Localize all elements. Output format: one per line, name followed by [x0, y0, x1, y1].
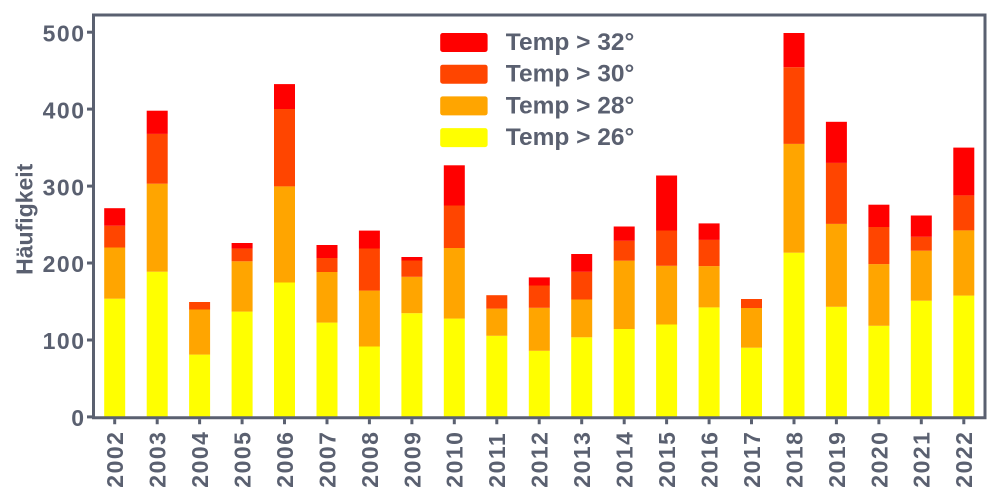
svg-text:2019: 2019: [824, 431, 850, 488]
svg-text:2006: 2006: [272, 431, 298, 488]
svg-text:2005: 2005: [230, 431, 256, 488]
svg-text:Häufigkeit: Häufigkeit: [12, 163, 38, 275]
svg-text:Temp > 26°: Temp > 26°: [506, 124, 635, 151]
svg-text:2016: 2016: [697, 431, 723, 488]
svg-text:2017: 2017: [739, 431, 765, 488]
svg-text:2020: 2020: [866, 431, 892, 488]
svg-text:Temp > 32°: Temp > 32°: [506, 29, 635, 56]
svg-text:2003: 2003: [145, 431, 171, 488]
svg-text:2010: 2010: [442, 431, 468, 488]
svg-text:2004: 2004: [187, 431, 213, 488]
svg-text:Temp > 28°: Temp > 28°: [506, 92, 635, 119]
svg-text:300: 300: [43, 174, 86, 200]
svg-text:2022: 2022: [951, 431, 977, 488]
svg-text:2013: 2013: [569, 431, 595, 488]
svg-text:2015: 2015: [654, 431, 680, 488]
svg-text:500: 500: [43, 20, 86, 46]
svg-text:2014: 2014: [612, 431, 638, 488]
svg-text:2009: 2009: [399, 431, 425, 488]
svg-text:400: 400: [43, 97, 86, 123]
svg-text:2008: 2008: [357, 431, 383, 488]
svg-text:2012: 2012: [527, 431, 553, 488]
svg-text:2011: 2011: [484, 432, 510, 488]
svg-text:200: 200: [43, 251, 86, 277]
svg-text:Temp > 30°: Temp > 30°: [506, 61, 635, 88]
svg-text:2018: 2018: [781, 431, 807, 488]
svg-text:2007: 2007: [314, 431, 340, 488]
svg-text:2002: 2002: [102, 431, 128, 488]
svg-text:2021: 2021: [909, 431, 935, 488]
svg-text:100: 100: [43, 328, 86, 354]
svg-text:0: 0: [71, 405, 85, 431]
